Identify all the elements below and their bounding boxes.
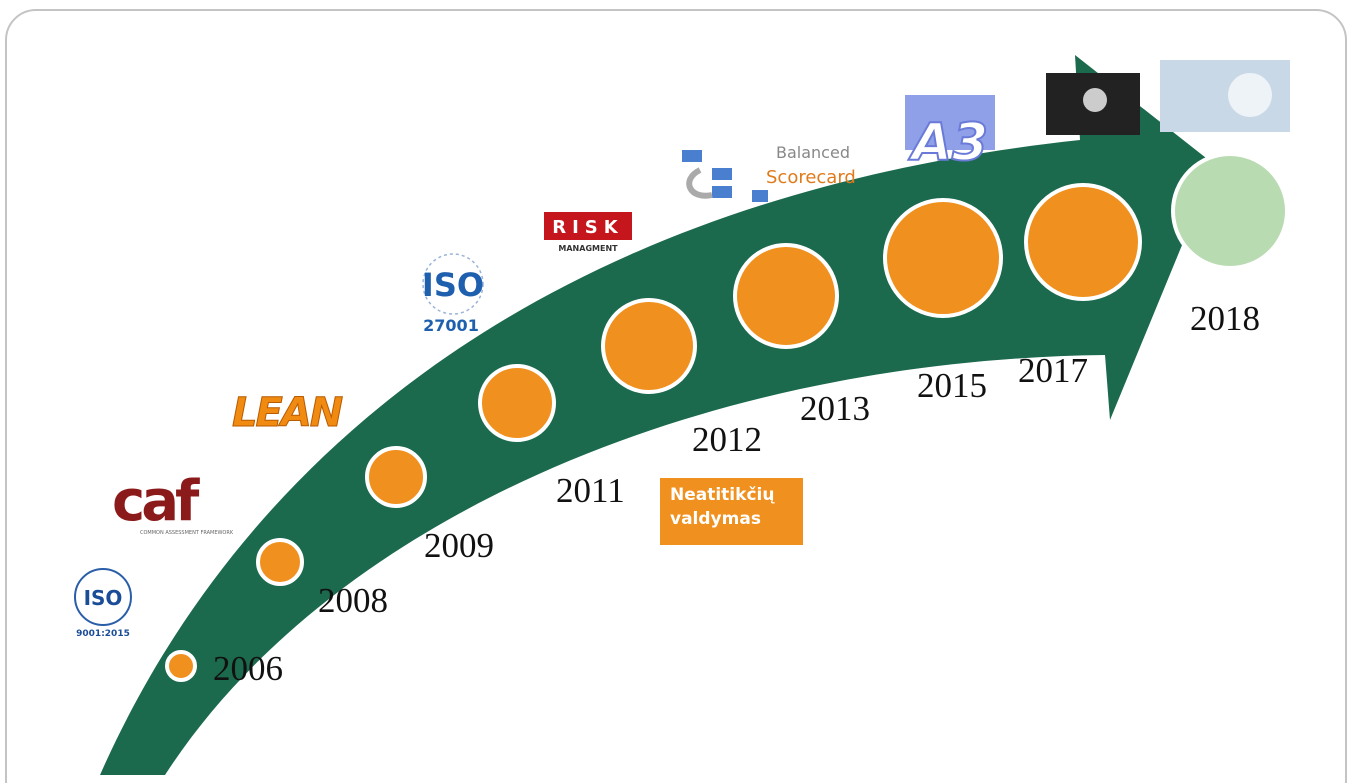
year-label: 2015 bbox=[917, 366, 987, 405]
year-label: 2009 bbox=[424, 526, 494, 565]
logo-text: caf bbox=[112, 469, 200, 534]
logo-subtext: COMMON ASSESSMENT FRAMEWORK bbox=[140, 530, 234, 536]
year-label: 2018 bbox=[1190, 299, 1260, 338]
photo-detail bbox=[1228, 73, 1272, 117]
logo-text: Balanced bbox=[776, 143, 850, 162]
year-label: 2013 bbox=[800, 389, 870, 428]
milestone bbox=[885, 200, 1001, 316]
diagram: 2006 2008 2009 2011 2012 2013 2015 2017 … bbox=[0, 0, 1364, 783]
lean-logo: LEAN bbox=[232, 390, 343, 436]
iso27001-logo: ISO 27001 bbox=[422, 254, 484, 335]
logo-subtext: 27001 bbox=[423, 316, 479, 335]
logo-text: ISO bbox=[84, 586, 123, 610]
year-label: 2008 bbox=[318, 581, 388, 620]
logo-text: ISO bbox=[422, 266, 484, 304]
page: 2006 2008 2009 2011 2012 2013 2015 2017 … bbox=[0, 0, 1364, 783]
icon-block bbox=[752, 190, 768, 202]
year-label: 2017 bbox=[1018, 351, 1088, 390]
logo-text: Scorecard bbox=[766, 167, 856, 188]
note-box: Neatitikčių valdymas bbox=[660, 478, 803, 545]
logo-subtext: 9001:2015 bbox=[76, 629, 130, 639]
milestone bbox=[258, 540, 302, 584]
milestone bbox=[603, 300, 695, 392]
logo-subtext: MANAGMENT bbox=[558, 244, 618, 253]
icon-block bbox=[712, 168, 732, 180]
note-text: Neatitikčių bbox=[670, 485, 775, 505]
milestone bbox=[1026, 185, 1140, 299]
note-text: valdymas bbox=[670, 509, 761, 529]
logo-text: A3 bbox=[908, 113, 988, 173]
milestone bbox=[367, 448, 425, 506]
milestone bbox=[735, 245, 837, 347]
milestone bbox=[167, 652, 195, 680]
year-label: 2011 bbox=[556, 471, 625, 510]
icon-block bbox=[712, 186, 732, 198]
milestone bbox=[480, 366, 554, 440]
year-label: 2006 bbox=[213, 649, 283, 688]
icon-block bbox=[682, 150, 702, 162]
milestone bbox=[1173, 154, 1287, 268]
logo-text: RISK bbox=[552, 217, 623, 238]
year-label: 2012 bbox=[692, 420, 762, 459]
a3-logo: A3 bbox=[905, 95, 995, 173]
photo-detail bbox=[1083, 88, 1107, 112]
